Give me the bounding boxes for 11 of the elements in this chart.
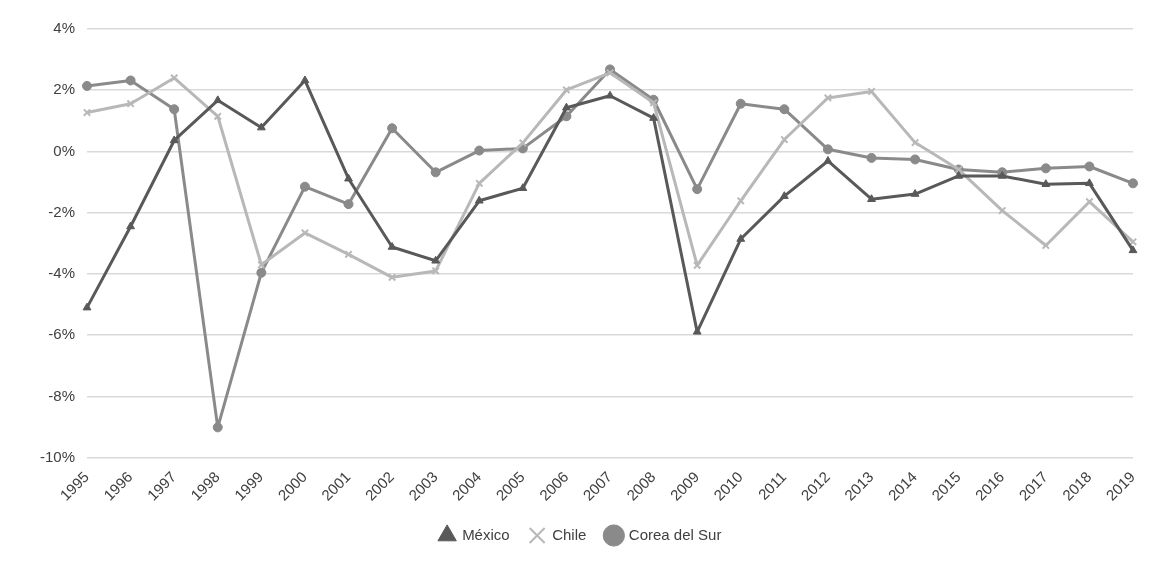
y-tick-label: -10% — [39, 447, 76, 465]
y-tick-label: -2% — [48, 202, 76, 220]
y-tick-label: -8% — [48, 386, 76, 404]
legend-label: Corea del Sur — [628, 525, 722, 543]
y-tick-label: -4% — [48, 264, 76, 282]
y-tick-label: 4% — [53, 19, 76, 37]
legend-label: Chile — [552, 525, 587, 543]
y-tick-label: -6% — [48, 325, 76, 343]
legend-label: México — [462, 525, 510, 543]
y-tick-label: 0% — [53, 141, 76, 159]
y-tick-label: 2% — [53, 80, 76, 98]
